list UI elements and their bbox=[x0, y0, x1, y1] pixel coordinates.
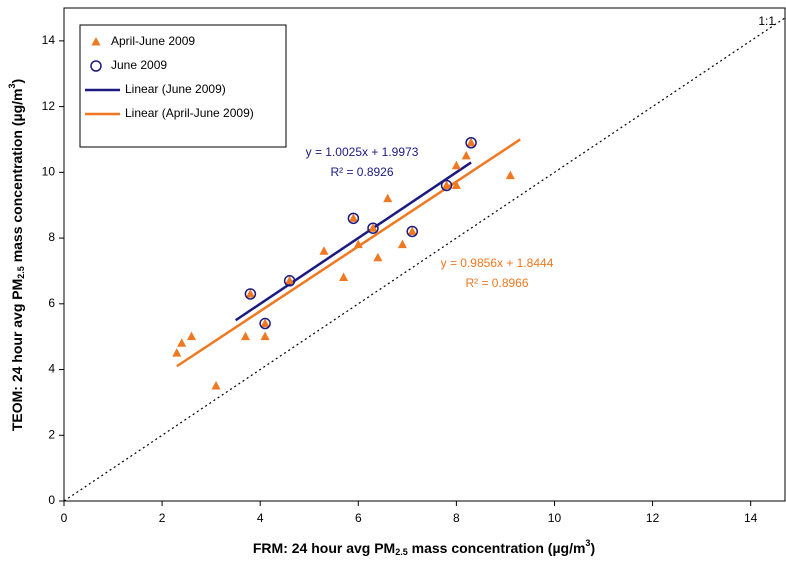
legend-label: Linear (April-June 2009) bbox=[125, 106, 254, 120]
triangle-marker bbox=[466, 137, 476, 147]
triangle-marker bbox=[172, 348, 182, 357]
y-tick-label: 4 bbox=[48, 362, 55, 376]
x-tick-label: 4 bbox=[257, 511, 264, 525]
legend-marker bbox=[90, 60, 102, 72]
triangle-marker bbox=[339, 272, 349, 282]
x-tick-label: 10 bbox=[548, 511, 562, 525]
circle-marker bbox=[406, 225, 418, 238]
triangle-marker bbox=[319, 246, 329, 255]
x-tick-label: 0 bbox=[61, 511, 68, 525]
circle-marker bbox=[347, 212, 360, 225]
circle-marker bbox=[367, 222, 379, 234]
triangle-marker bbox=[368, 223, 378, 232]
plot-frame bbox=[63, 7, 786, 502]
legend-marker bbox=[91, 37, 101, 46]
y-axis-label: TEOM: 24 hour avg PM2.5 mass concentrati… bbox=[7, 79, 26, 431]
triangle-marker bbox=[348, 213, 358, 222]
y-tick-label: 8 bbox=[48, 230, 55, 244]
triangle-marker bbox=[211, 380, 221, 390]
triangle-marker bbox=[451, 180, 461, 189]
y-tick-label: 6 bbox=[48, 296, 55, 310]
x-tick-label: 14 bbox=[744, 511, 758, 525]
x-tick-label: 12 bbox=[646, 511, 660, 525]
trend-line bbox=[234, 161, 472, 322]
y-tick-label: 2 bbox=[48, 427, 55, 441]
triangle-marker bbox=[260, 331, 270, 341]
circle-marker bbox=[259, 317, 271, 330]
x-tick-label: 8 bbox=[453, 511, 460, 525]
legend-label: Linear (June 2009) bbox=[125, 82, 226, 96]
triangle-marker bbox=[187, 331, 197, 341]
trend-line bbox=[176, 138, 521, 368]
triangle-marker bbox=[397, 239, 407, 249]
triangle-marker bbox=[177, 338, 187, 347]
triangle-marker bbox=[442, 180, 452, 189]
x-tick-label: 6 bbox=[355, 511, 362, 525]
legend-box bbox=[79, 24, 287, 148]
legend-label: June 2009 bbox=[111, 58, 167, 72]
y-tick-label: 0 bbox=[48, 493, 55, 507]
triangle-marker bbox=[451, 160, 461, 170]
circle-marker bbox=[440, 179, 453, 192]
triangle-marker bbox=[505, 170, 515, 180]
equation-label: y = 0.9856x + 1.8444 bbox=[441, 256, 554, 270]
y-tick-label: 12 bbox=[42, 99, 56, 113]
equation-label: y = 1.0025x + 1.9973 bbox=[306, 145, 419, 159]
legend-label: April-June 2009 bbox=[111, 34, 195, 48]
triangle-marker bbox=[373, 252, 383, 262]
triangle-marker bbox=[245, 288, 255, 298]
circle-marker bbox=[465, 137, 477, 149]
y-tick-label: 10 bbox=[42, 165, 56, 179]
x-tick-label: 2 bbox=[159, 511, 166, 525]
triangle-marker bbox=[285, 275, 295, 285]
x-axis-label: FRM: 24 hour avg PM2.5 mass concentratio… bbox=[253, 538, 595, 557]
triangle-marker bbox=[407, 226, 417, 235]
equation-label: R² = 0.8926 bbox=[330, 165, 393, 179]
triangle-marker bbox=[240, 331, 250, 341]
circle-marker bbox=[283, 275, 296, 287]
triangle-marker bbox=[260, 318, 270, 328]
triangle-marker bbox=[383, 193, 393, 203]
equation-label: R² = 0.8966 bbox=[465, 276, 528, 290]
triangle-marker bbox=[461, 150, 471, 160]
y-tick-label: 14 bbox=[42, 33, 56, 47]
circle-marker bbox=[244, 288, 257, 300]
legend: April-June 2009 June 2009 Linear (June 200… bbox=[79, 24, 287, 148]
line-label: 1:1 bbox=[758, 14, 775, 28]
triangle-marker bbox=[353, 239, 363, 249]
